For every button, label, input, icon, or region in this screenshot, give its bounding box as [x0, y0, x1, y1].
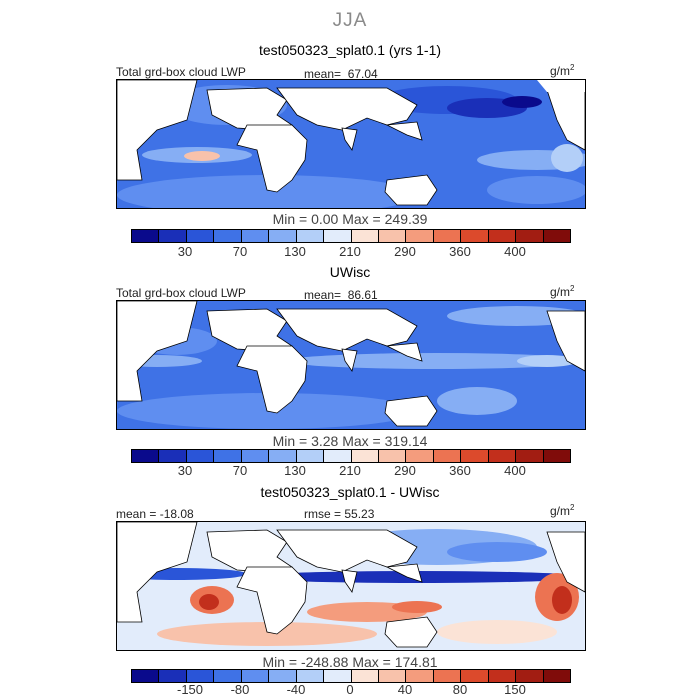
panel-1-tick: 210 — [339, 244, 361, 259]
panel-2-field-label: Total grd-box cloud LWP — [116, 286, 246, 300]
panel-1-tick: 70 — [232, 244, 248, 259]
colorbar-swatch — [351, 450, 379, 462]
colorbar-swatch — [378, 670, 407, 682]
colorbar-swatch — [186, 670, 215, 682]
panel-2-unit: g/m2 — [550, 284, 575, 299]
panel-3-rmse: rmse = 55.23 — [304, 507, 375, 521]
colorbar-swatch — [543, 230, 570, 242]
panel-3-colorbar — [131, 669, 571, 683]
panel-1-tick: 360 — [449, 244, 471, 259]
panel-2-tick: 400 — [504, 463, 526, 478]
colorbar-swatch — [296, 670, 325, 682]
colorbar-swatch — [214, 670, 242, 682]
colorbar-swatch — [488, 670, 517, 682]
panel-2-tick: 130 — [284, 463, 306, 478]
panel-2-tick: 210 — [339, 463, 361, 478]
panel-1-colorbar — [131, 229, 571, 243]
colorbar-swatch — [324, 670, 352, 682]
panel-1-map — [116, 79, 586, 209]
panel-2-tick: 30 — [177, 463, 193, 478]
panel-3-map — [116, 521, 586, 651]
colorbar-swatch — [269, 450, 297, 462]
panel-2-minmax: Min = 3.28 Max = 319.14 — [272, 433, 428, 449]
panel-1-tick: 30 — [177, 244, 193, 259]
colorbar-swatch — [378, 230, 407, 242]
panel-2-mean-value: 86.61 — [347, 288, 378, 302]
colorbar-swatch — [241, 230, 270, 242]
panel-1-minmax: Min = 0.00 Max = 249.39 — [272, 211, 428, 227]
colorbar-swatch — [159, 450, 187, 462]
panel-3-title: test050323_splat0.1 - UWisc — [260, 484, 440, 500]
panel-2-colorbar — [131, 449, 571, 463]
panel-3-tick: 0 — [346, 682, 354, 697]
panel-1-field-label: Total grd-box cloud LWP — [116, 65, 246, 79]
panel-1-mean-value: 67.04 — [347, 67, 378, 81]
panel-1-title: test050323_splat0.1 (yrs 1-1) — [258, 42, 442, 58]
panel-1-tick: 130 — [284, 244, 306, 259]
colorbar-swatch — [214, 450, 242, 462]
colorbar-swatch — [296, 230, 325, 242]
panel-3-minmax: Min = -248.88 Max = 174.81 — [262, 654, 438, 670]
colorbar-swatch — [378, 450, 407, 462]
colorbar-swatch — [241, 450, 270, 462]
colorbar-swatch — [186, 230, 215, 242]
panel-3-tick: -150 — [176, 682, 204, 697]
colorbar-swatch — [214, 230, 242, 242]
panel-3-tick: 80 — [452, 682, 468, 697]
panel-3-mean: mean = -18.08 — [116, 507, 194, 521]
panel-1-unit: g/m2 — [550, 63, 575, 78]
colorbar-swatch — [406, 450, 434, 462]
colorbar-swatch — [132, 670, 160, 682]
panel-2-mean-label: mean= — [304, 288, 342, 302]
colorbar-swatch — [543, 450, 570, 462]
panel-2-title: UWisc — [329, 264, 371, 280]
season-title: JJA — [332, 10, 368, 31]
panel-1-mean-label: mean= — [304, 67, 342, 81]
colorbar-swatch — [406, 670, 434, 682]
panel-2-tick: 70 — [232, 463, 248, 478]
colorbar-swatch — [351, 670, 379, 682]
colorbar-swatch — [159, 230, 187, 242]
panel-3-tick: 150 — [504, 682, 526, 697]
panel-2-map-svg — [117, 301, 585, 429]
colorbar-swatch — [406, 230, 434, 242]
panel-3-tick: -40 — [286, 682, 306, 697]
colorbar-swatch — [132, 450, 160, 462]
colorbar-swatch — [488, 450, 517, 462]
colorbar-swatch — [433, 450, 462, 462]
colorbar-swatch — [324, 230, 352, 242]
colorbar-swatch — [159, 670, 187, 682]
panel-3-map-svg — [117, 522, 585, 650]
panel-2-tick: 290 — [394, 463, 416, 478]
panel-2-map — [116, 300, 586, 430]
colorbar-swatch — [433, 230, 462, 242]
colorbar-swatch — [296, 450, 325, 462]
colorbar-swatch — [269, 230, 297, 242]
colorbar-swatch — [543, 670, 570, 682]
colorbar-swatch — [186, 450, 215, 462]
colorbar-swatch — [516, 450, 544, 462]
panel-1-tick: 290 — [394, 244, 416, 259]
colorbar-swatch — [516, 230, 544, 242]
panel-1-map-svg — [117, 80, 585, 208]
colorbar-swatch — [488, 230, 517, 242]
colorbar-swatch — [324, 450, 352, 462]
colorbar-swatch — [461, 450, 489, 462]
colorbar-swatch — [351, 230, 379, 242]
panel-1-mean: mean= 67.04 — [304, 67, 378, 81]
colorbar-swatch — [516, 670, 544, 682]
panel-3-tick: -80 — [230, 682, 250, 697]
colorbar-swatch — [461, 230, 489, 242]
panel-2-mean: mean= 86.61 — [304, 288, 378, 302]
colorbar-swatch — [132, 230, 160, 242]
colorbar-swatch — [241, 670, 270, 682]
colorbar-swatch — [461, 670, 489, 682]
panel-3-unit: g/m2 — [550, 503, 575, 518]
panel-1-tick: 400 — [504, 244, 526, 259]
colorbar-swatch — [433, 670, 462, 682]
colorbar-swatch — [269, 670, 297, 682]
panel-3-tick: 40 — [397, 682, 413, 697]
panel-2-tick: 360 — [449, 463, 471, 478]
